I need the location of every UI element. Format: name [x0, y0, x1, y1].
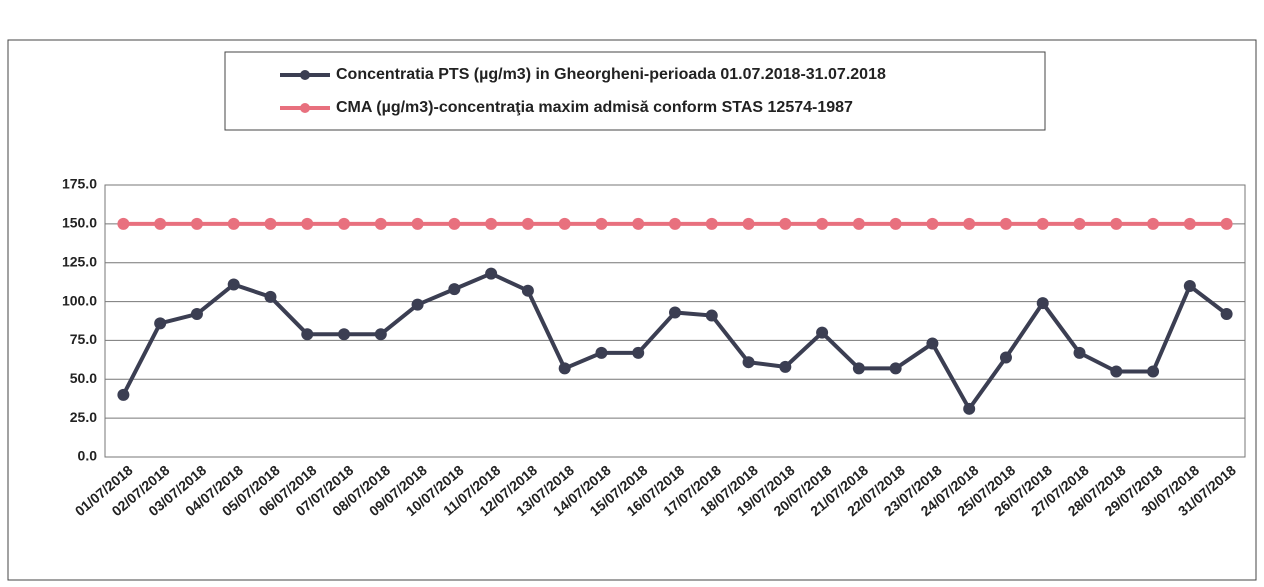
point	[448, 283, 461, 296]
chart-border	[7, 39, 1257, 581]
point	[264, 290, 277, 303]
point	[926, 217, 939, 230]
point	[1220, 217, 1233, 230]
point	[742, 356, 755, 369]
point	[521, 284, 534, 297]
point	[889, 362, 902, 375]
point	[595, 346, 608, 359]
point	[374, 217, 387, 230]
point	[1036, 297, 1049, 310]
point	[558, 217, 571, 230]
y-tick-label: 25.0	[70, 409, 97, 425]
y-tick-label: 0.0	[78, 448, 98, 464]
point	[963, 402, 976, 415]
point	[411, 217, 424, 230]
legend-box	[224, 51, 1046, 131]
point	[448, 217, 461, 230]
point	[1110, 217, 1123, 230]
point	[852, 362, 865, 375]
y-tick-label: 175.0	[62, 176, 97, 192]
point	[852, 217, 865, 230]
point	[117, 217, 130, 230]
point	[705, 217, 718, 230]
point	[595, 217, 608, 230]
point	[1183, 280, 1196, 293]
point	[190, 308, 203, 321]
point	[999, 351, 1012, 364]
point	[669, 217, 681, 230]
y-tick-label: 100.0	[62, 292, 97, 308]
point	[1110, 365, 1123, 378]
point	[411, 298, 424, 311]
legend-marker	[300, 70, 310, 80]
point	[154, 317, 167, 330]
point	[301, 328, 314, 341]
point	[742, 217, 755, 230]
series-line	[121, 271, 1228, 413]
point	[1073, 346, 1086, 359]
point	[1147, 365, 1160, 378]
point	[1220, 308, 1233, 321]
point	[190, 217, 203, 230]
legend-label: CMA (µg/m3)-concentraţia maxim admisă co…	[336, 99, 853, 116]
point	[485, 267, 498, 280]
point	[816, 326, 829, 339]
point	[338, 217, 351, 230]
point	[632, 346, 645, 359]
point	[227, 278, 240, 291]
point	[117, 388, 130, 401]
legend-marker	[300, 103, 310, 113]
point	[779, 217, 792, 230]
y-tick-label: 150.0	[62, 215, 97, 231]
point	[816, 217, 829, 230]
point	[558, 362, 571, 375]
point	[669, 306, 681, 319]
point	[338, 328, 351, 341]
y-tick-label: 50.0	[70, 370, 97, 386]
point	[926, 337, 939, 350]
point	[632, 217, 645, 230]
point	[1183, 217, 1196, 230]
point	[154, 217, 167, 230]
point	[1036, 217, 1049, 230]
point	[999, 217, 1012, 230]
point	[301, 217, 314, 230]
point	[227, 217, 240, 230]
point	[374, 328, 387, 341]
point	[521, 217, 534, 230]
y-tick-label: 75.0	[70, 331, 97, 347]
point	[1073, 217, 1086, 230]
point	[889, 217, 902, 230]
legend-label: Concentratia PTS (µg/m3) in Gheorgheni-p…	[336, 66, 886, 83]
point	[264, 217, 277, 230]
y-tick-label: 125.0	[62, 253, 97, 269]
point	[963, 217, 976, 230]
point	[705, 309, 718, 322]
point	[779, 360, 792, 373]
point	[1147, 217, 1160, 230]
point	[485, 217, 498, 230]
